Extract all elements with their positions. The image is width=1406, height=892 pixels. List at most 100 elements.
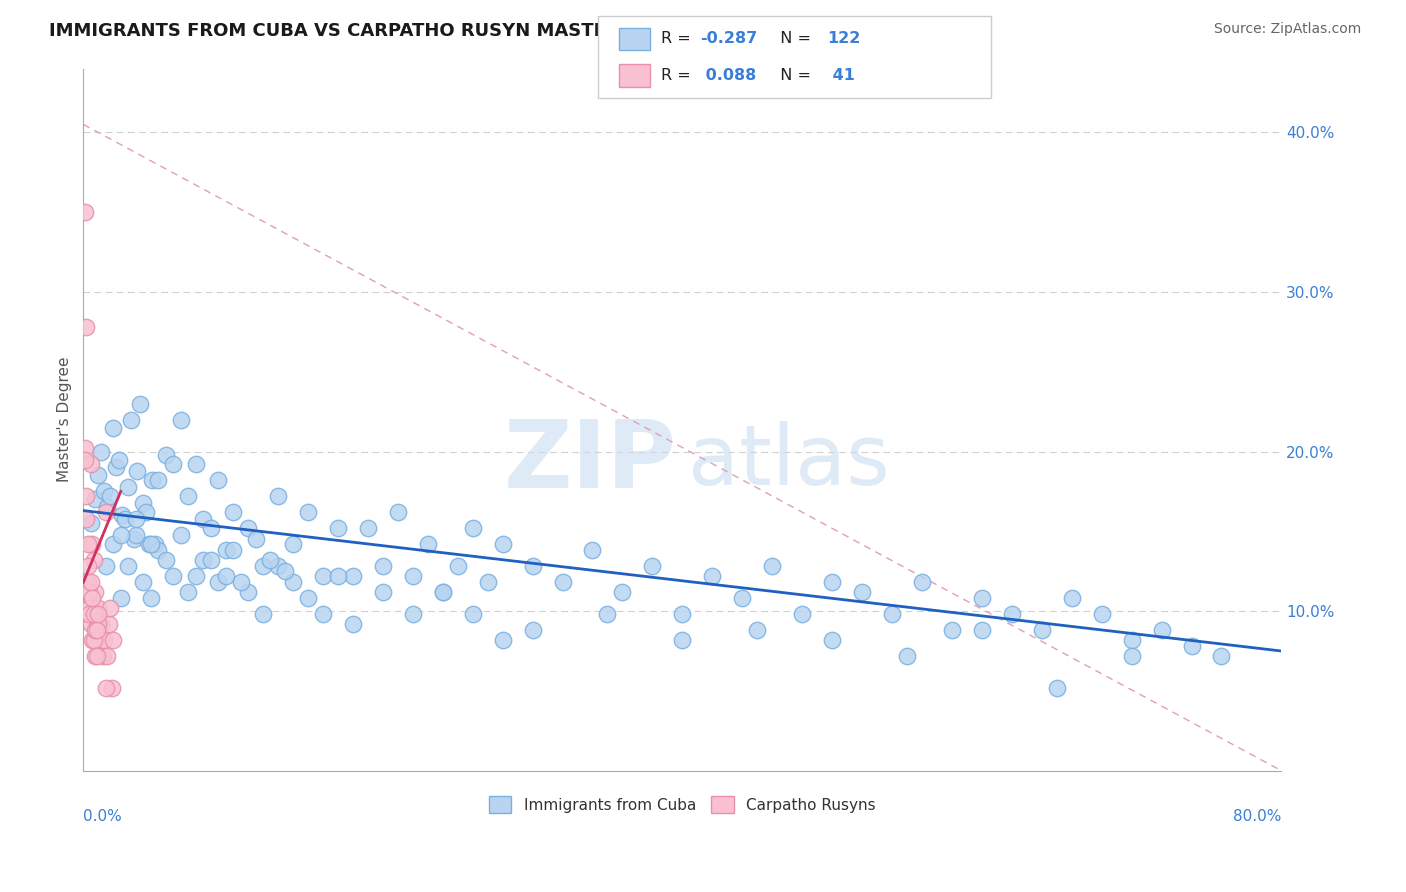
Point <box>970 591 993 606</box>
Point <box>94 559 117 574</box>
Point <box>1046 681 1069 695</box>
Point <box>551 575 574 590</box>
Point <box>146 543 169 558</box>
Point <box>896 648 918 663</box>
Point <box>100 681 122 695</box>
Point <box>98 601 121 615</box>
Point <box>222 543 245 558</box>
Point <box>169 412 191 426</box>
Point <box>297 591 319 606</box>
Point <box>125 511 148 525</box>
Point <box>731 591 754 606</box>
Point <box>75 320 97 334</box>
Text: Source: ZipAtlas.com: Source: ZipAtlas.com <box>1213 22 1361 37</box>
Point <box>93 484 115 499</box>
Point <box>139 537 162 551</box>
Point <box>461 607 484 622</box>
Point <box>297 505 319 519</box>
Point <box>416 537 439 551</box>
Point <box>84 585 107 599</box>
Y-axis label: Master's Degree: Master's Degree <box>58 357 72 483</box>
Point <box>371 559 394 574</box>
Point <box>612 585 634 599</box>
Point <box>880 607 903 622</box>
Point <box>86 616 108 631</box>
Point <box>110 527 132 541</box>
Point <box>127 464 149 478</box>
Point <box>80 575 103 590</box>
Point <box>312 607 335 622</box>
Point <box>245 533 267 547</box>
Point <box>75 511 97 525</box>
Point <box>312 569 335 583</box>
Point <box>98 489 121 503</box>
Point <box>596 607 619 622</box>
Point <box>79 607 101 622</box>
Point <box>214 543 236 558</box>
Point <box>143 537 166 551</box>
Text: R =: R = <box>661 68 696 83</box>
Point <box>93 632 115 647</box>
Point <box>120 412 142 426</box>
Text: 41: 41 <box>827 68 855 83</box>
Point <box>342 569 364 583</box>
Point <box>214 569 236 583</box>
Point <box>97 616 120 631</box>
Point <box>281 537 304 551</box>
Point <box>491 632 513 647</box>
Point <box>135 505 157 519</box>
Point <box>200 553 222 567</box>
Point <box>75 489 97 503</box>
Point <box>432 585 454 599</box>
Point <box>79 585 101 599</box>
Point <box>103 537 125 551</box>
Point <box>941 624 963 638</box>
Point <box>491 537 513 551</box>
Point <box>326 521 349 535</box>
Point <box>1211 648 1233 663</box>
Point <box>103 632 125 647</box>
Point <box>671 632 693 647</box>
Point <box>371 585 394 599</box>
Point <box>274 564 297 578</box>
Point <box>522 624 544 638</box>
Point <box>96 500 118 515</box>
Point <box>326 569 349 583</box>
Point <box>671 607 693 622</box>
Point <box>1121 632 1143 647</box>
Point <box>129 397 152 411</box>
Legend: Immigrants from Cuba, Carpatho Rusyns: Immigrants from Cuba, Carpatho Rusyns <box>482 790 882 819</box>
Point <box>1121 648 1143 663</box>
Point <box>83 607 105 622</box>
Point <box>83 632 105 647</box>
Point <box>402 607 425 622</box>
Point <box>207 575 229 590</box>
Point <box>200 521 222 535</box>
Point <box>184 569 207 583</box>
Point <box>252 607 274 622</box>
Text: 122: 122 <box>827 31 860 46</box>
Point <box>747 624 769 638</box>
Point <box>132 575 155 590</box>
Point <box>236 585 259 599</box>
Point <box>82 632 104 647</box>
Point <box>87 468 110 483</box>
Point <box>86 648 108 663</box>
Point <box>80 516 103 531</box>
Point <box>1001 607 1024 622</box>
Point <box>138 537 160 551</box>
Point <box>80 458 103 472</box>
Point <box>357 521 380 535</box>
Point <box>970 624 993 638</box>
Point <box>76 575 98 590</box>
Point <box>89 632 111 647</box>
Point <box>105 460 128 475</box>
Point <box>91 648 114 663</box>
Text: N =: N = <box>770 31 817 46</box>
Point <box>267 559 290 574</box>
Point <box>191 553 214 567</box>
Point <box>79 601 101 615</box>
Text: 0.088: 0.088 <box>700 68 756 83</box>
Point <box>162 458 184 472</box>
Point <box>432 585 454 599</box>
